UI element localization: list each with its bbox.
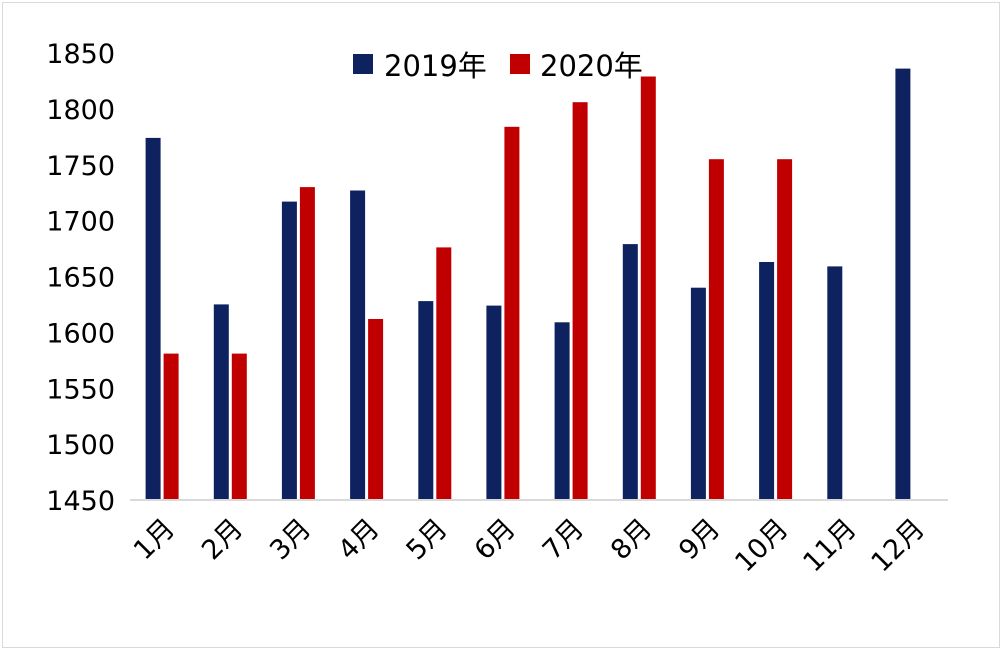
x-axis-ticks: 1月 2月 3月 4月 5月 6月 7月 8月 9月 10月 11月 12月 [128, 513, 931, 578]
bar-2020年-8月 [640, 76, 656, 500]
y-tick-label: 1450 [46, 486, 115, 517]
y-tick-label: 1750 [46, 151, 115, 182]
y-tick-label: 1600 [46, 318, 115, 349]
bar-2020年-4月 [368, 319, 384, 500]
x-tick-label: 4月 [332, 513, 385, 566]
x-tick-label: 1月 [128, 513, 181, 566]
bar-2019年-11月 [827, 266, 843, 500]
x-tick-label: 8月 [605, 513, 658, 566]
bar-2020年-6月 [504, 126, 520, 501]
x-tick-label: 12月 [866, 513, 931, 578]
bar-2019年-6月 [486, 305, 502, 500]
bar-2019年-10月 [759, 262, 775, 500]
y-axis-ticks: 1450 1500 1550 1600 1650 1700 1750 1800 1850 [46, 39, 115, 517]
bar-2019年-2月 [213, 304, 229, 500]
y-tick-label: 1800 [46, 95, 115, 126]
x-tick-label: 7月 [537, 513, 590, 566]
y-tick-label: 1650 [46, 263, 115, 294]
x-tick-label: 5月 [401, 513, 454, 566]
bar-2019年-5月 [418, 301, 434, 500]
bar-2020年-2月 [231, 353, 247, 500]
bar-2020年-1月 [163, 353, 179, 500]
bar-2020年-5月 [436, 247, 452, 500]
bar-2020年-3月 [299, 187, 315, 500]
bar-2019年-7月 [554, 322, 570, 500]
bar-2019年-3月 [281, 201, 297, 500]
bar-2020年-10月 [777, 159, 793, 500]
legend-swatch-2019 [353, 54, 373, 74]
bar-2020年-9月 [708, 159, 724, 500]
bar-2020年-7月 [572, 102, 588, 500]
y-tick-label: 1700 [46, 207, 115, 238]
legend-label-2020: 2020年 [540, 49, 643, 83]
bar-2019年-9月 [690, 287, 706, 500]
legend-label-2019: 2019年 [384, 49, 487, 83]
bar-2019年-1月 [145, 137, 161, 500]
legend: 2019年 2020年 [353, 49, 643, 83]
x-tick-label: 2月 [196, 513, 249, 566]
x-tick-label: 10月 [729, 513, 794, 578]
y-tick-label: 1550 [46, 374, 115, 405]
x-tick-label: 3月 [264, 513, 317, 566]
x-tick-label: 6月 [469, 513, 522, 566]
bar-2019年-12月 [895, 68, 911, 500]
bar-2019年-4月 [350, 190, 366, 500]
y-tick-label: 1850 [46, 39, 115, 70]
x-tick-label: 11月 [797, 513, 862, 578]
bars [145, 68, 911, 501]
x-tick-label: 9月 [673, 513, 726, 566]
y-tick-label: 1500 [46, 430, 115, 461]
bar-2019年-8月 [622, 244, 638, 500]
legend-swatch-2020 [510, 54, 530, 74]
